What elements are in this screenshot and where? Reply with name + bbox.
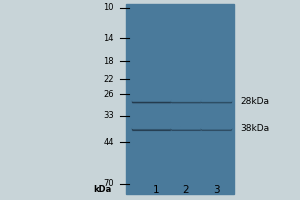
Text: kDa: kDa [93,186,111,194]
Text: 70: 70 [103,180,114,188]
Text: 1: 1 [153,185,159,195]
Text: 33: 33 [103,111,114,120]
Text: 26: 26 [103,90,114,99]
Text: 10: 10 [103,3,114,12]
Text: 44: 44 [103,138,114,147]
Text: 38kDa: 38kDa [240,124,269,133]
Text: 3: 3 [213,185,219,195]
Text: 22: 22 [103,75,114,84]
Text: 2: 2 [183,185,189,195]
Bar [126,4,234,194]
Text: 18: 18 [103,57,114,66]
Text: 28kDa: 28kDa [240,97,269,106]
Text: 14: 14 [103,34,114,43]
